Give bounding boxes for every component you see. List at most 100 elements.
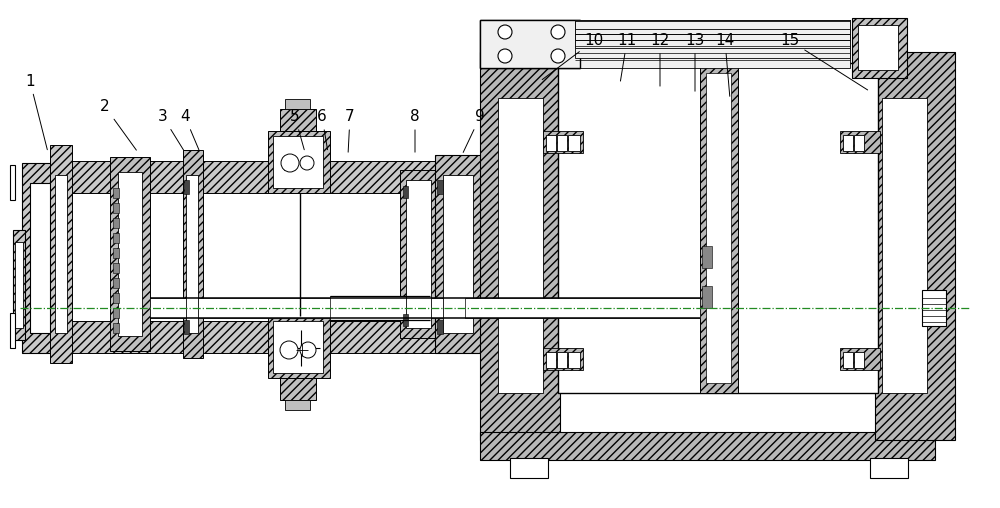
Circle shape (498, 49, 512, 63)
Bar (50, 321, 460, 353)
Bar (55, 175, 67, 333)
Bar (437, 180, 443, 194)
Bar (543, 348, 583, 370)
Bar (330, 296, 430, 320)
Bar (268, 131, 330, 193)
Bar (400, 170, 438, 338)
Bar (510, 458, 548, 478)
Bar (575, 20, 850, 34)
Bar (110, 157, 150, 351)
Bar (840, 131, 880, 153)
Bar (568, 135, 580, 151)
Bar (403, 186, 408, 198)
Bar (280, 109, 316, 131)
Text: 15: 15 (780, 33, 868, 90)
Bar (568, 352, 580, 368)
Bar (113, 188, 119, 198)
Bar (700, 63, 738, 393)
Bar (854, 352, 864, 368)
Bar (575, 20, 850, 48)
Text: 9: 9 (463, 109, 485, 152)
Bar (30, 183, 50, 333)
Bar (557, 352, 567, 368)
Bar (480, 432, 935, 460)
Bar (50, 161, 460, 193)
Bar (10, 165, 15, 200)
Bar (558, 63, 878, 393)
Circle shape (551, 25, 565, 39)
Bar (280, 378, 316, 400)
Bar (858, 25, 898, 70)
Bar (922, 290, 946, 326)
Bar (113, 263, 119, 273)
Bar (437, 320, 443, 334)
Bar (113, 218, 119, 228)
Text: 8: 8 (410, 109, 420, 152)
Bar (843, 352, 853, 368)
Text: 4: 4 (180, 109, 199, 150)
Bar (575, 20, 850, 40)
Bar (273, 321, 323, 373)
Bar (113, 248, 119, 258)
Bar (113, 323, 119, 333)
Text: 12: 12 (650, 33, 670, 86)
Bar (575, 20, 850, 68)
Circle shape (300, 342, 316, 358)
Bar (465, 298, 700, 318)
Text: 1: 1 (25, 74, 47, 150)
Bar (184, 180, 189, 194)
Circle shape (281, 154, 299, 172)
Bar (183, 150, 203, 358)
Bar (284, 156, 294, 170)
Bar (435, 155, 485, 353)
Bar (15, 242, 23, 328)
Bar (406, 180, 431, 328)
Text: 14: 14 (715, 33, 735, 97)
Circle shape (498, 25, 512, 39)
Bar (843, 135, 853, 151)
Bar (13, 230, 25, 340)
Bar (543, 131, 583, 153)
Bar (443, 175, 473, 333)
Bar (273, 136, 323, 188)
Bar (875, 52, 955, 440)
Bar (882, 98, 927, 393)
Bar (113, 293, 119, 303)
Bar (480, 20, 580, 68)
Text: 10: 10 (542, 33, 604, 80)
Bar (702, 246, 712, 268)
Text: 3: 3 (158, 109, 184, 150)
Bar (22, 163, 60, 353)
Bar (480, 20, 580, 68)
Bar (113, 233, 119, 243)
Bar (113, 203, 119, 213)
Text: 2: 2 (100, 99, 136, 150)
Bar (268, 316, 330, 378)
Text: 11: 11 (617, 33, 637, 81)
Bar (118, 172, 142, 336)
Text: 5: 5 (290, 109, 304, 150)
Text: 7: 7 (345, 109, 355, 152)
Bar (184, 320, 189, 334)
Bar (575, 21, 850, 29)
Bar (702, 286, 712, 308)
Bar (50, 145, 72, 363)
Bar (285, 400, 310, 410)
Bar (113, 278, 119, 288)
Bar (480, 52, 560, 440)
Bar (546, 352, 556, 368)
Bar (854, 135, 864, 151)
Bar (113, 308, 119, 318)
Bar (557, 135, 567, 151)
Bar (575, 20, 850, 58)
Bar (10, 313, 15, 348)
Bar (403, 314, 408, 326)
Bar (706, 73, 731, 383)
Circle shape (300, 156, 314, 170)
Bar (852, 18, 907, 78)
Bar (870, 458, 908, 478)
Text: 6: 6 (317, 109, 328, 150)
Bar (150, 298, 465, 318)
Bar (186, 175, 198, 333)
Bar (546, 135, 556, 151)
